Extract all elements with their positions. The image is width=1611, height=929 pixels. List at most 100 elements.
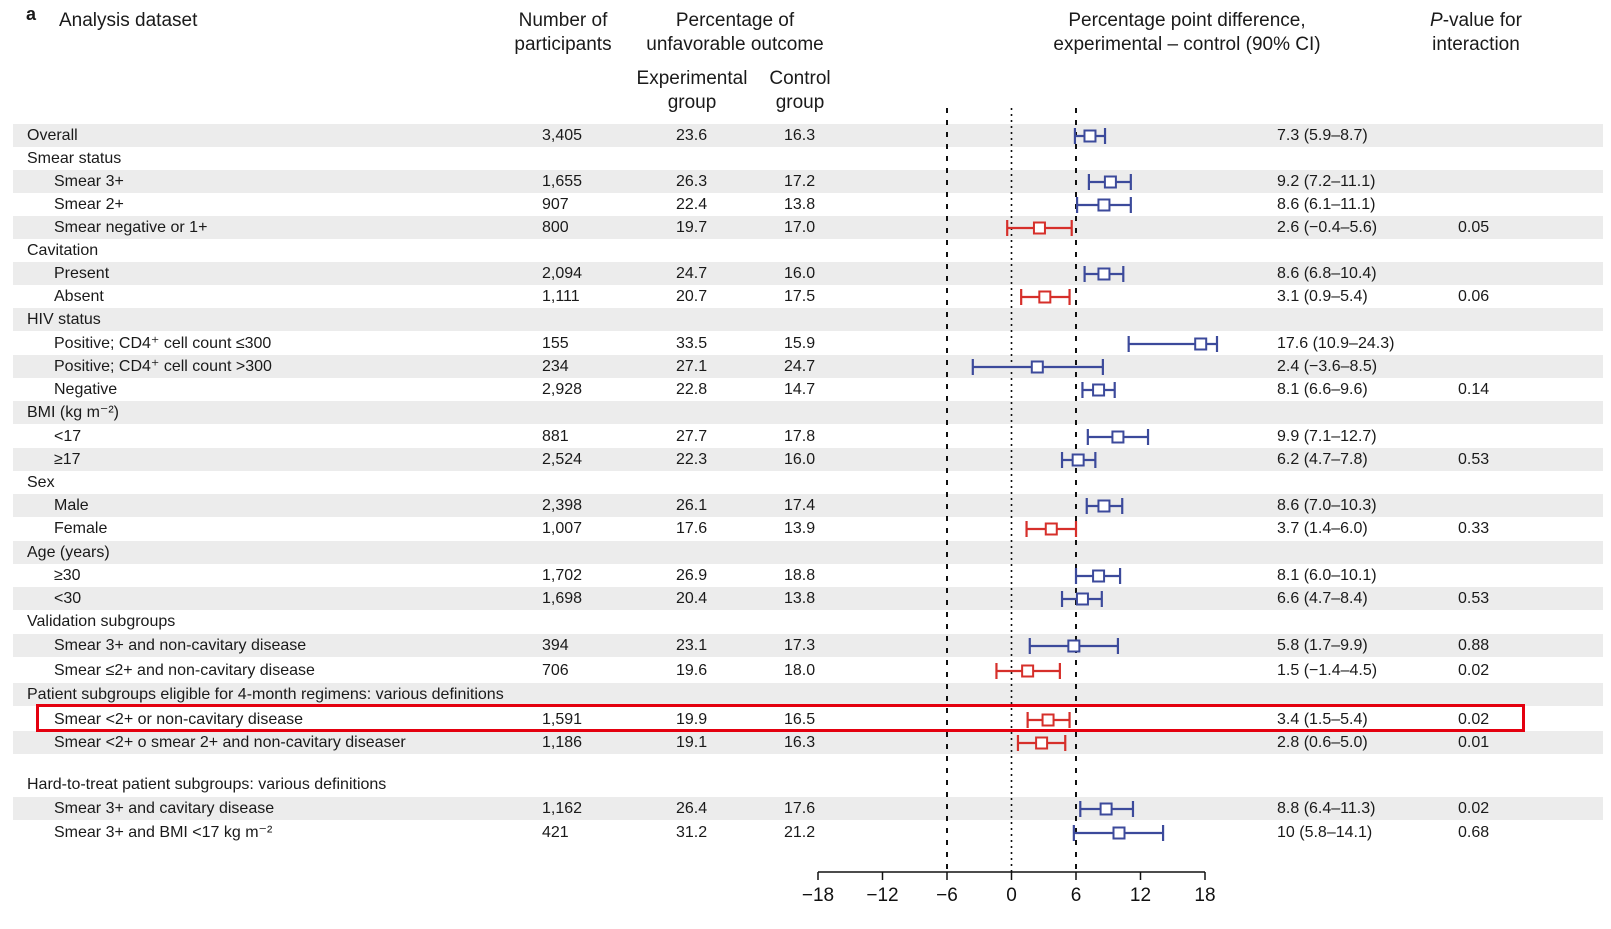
row-n: 1,186 [542, 734, 583, 751]
section-row: HIV status [13, 308, 1603, 331]
row-ci: 3.1 (0.9–5.4) [1277, 288, 1368, 305]
section-row: Age (years) [13, 541, 1603, 564]
point-estimate [1038, 290, 1052, 304]
row-label: Smear ≤2+ and non-cavitary disease [54, 662, 315, 679]
header-difference-line1: Percentage point difference, [1068, 10, 1306, 31]
row-ci: 9.2 (7.2–11.1) [1277, 173, 1376, 190]
row-ci: 8.6 (6.8–10.4) [1277, 265, 1377, 282]
table-row: Smear <2+ o smear 2+ and non-cavitary di… [13, 731, 1603, 754]
header-pvalue-text: -value for [1442, 10, 1522, 31]
table-row: ≥30 1,702 26.9 18.8 8.1 (6.0–10.1) [13, 564, 1603, 587]
row-label: Smear 3+ and BMI <17 kg m⁻² [54, 824, 273, 841]
point-estimate [1097, 267, 1111, 281]
row-n: 2,094 [542, 265, 583, 282]
row-label: Absent [54, 288, 104, 305]
row-ci: 17.6 (10.9–24.3) [1277, 335, 1395, 352]
row-n: 3,405 [542, 127, 583, 144]
point-estimate [1092, 383, 1106, 397]
row-exp: 26.9 [676, 567, 708, 584]
row-exp: 19.1 [676, 734, 708, 751]
row-label: ≥30 [54, 567, 81, 584]
row-p: 0.02 [1458, 711, 1490, 728]
section-row: Overall 3,405 23.6 16.3 7.3 (5.9–8.7) [13, 124, 1603, 147]
row-p: 0.88 [1458, 637, 1490, 654]
row-label: Negative [54, 381, 118, 398]
row-exp: 20.7 [676, 288, 708, 305]
row-ci: 9.9 (7.1–12.7) [1277, 428, 1377, 445]
row-ci: 8.8 (6.4–11.3) [1277, 800, 1376, 817]
row-exp: 22.3 [676, 451, 708, 468]
row-ci: 8.1 (6.6–9.6) [1277, 381, 1368, 398]
row-n: 907 [542, 196, 569, 213]
point-estimate [1097, 198, 1111, 212]
row-exp: 22.8 [676, 381, 708, 398]
row-n: 234 [542, 358, 569, 375]
row-ctl: 17.5 [784, 288, 816, 305]
header-control: Control group [760, 67, 840, 115]
point-estimate [1067, 639, 1081, 653]
row-ci: 8.6 (6.1–11.1) [1277, 196, 1376, 213]
x-tick-label: −18 [802, 885, 834, 906]
row-p: 0.68 [1458, 824, 1490, 841]
row-exp: 26.1 [676, 497, 708, 514]
section-row: Hard-to-treat patient subgroups: various… [13, 773, 1603, 796]
table-row: Smear 3+ 1,655 26.3 17.2 9.2 (7.2–11.1) [13, 170, 1603, 193]
header-control-line2: group [775, 92, 825, 113]
row-ctl: 16.0 [784, 265, 816, 282]
point-estimate [1083, 129, 1097, 143]
row-exp: 27.1 [676, 358, 708, 375]
row-label: Positive; CD4⁺ cell count >300 [54, 358, 272, 375]
table-row: Absent 1,111 20.7 17.5 3.1 (0.9–5.4) 0.06 [13, 285, 1603, 308]
panel-label: a [26, 4, 37, 24]
header-pvalue: P-value for interaction [1410, 9, 1542, 57]
header-dataset: Analysis dataset [59, 10, 198, 31]
header-pvalue-line2: interaction [1432, 34, 1520, 55]
row-ci: 2.8 (0.6–5.0) [1277, 734, 1368, 751]
section-row: Sex [13, 471, 1603, 494]
row-p: 0.01 [1458, 734, 1490, 751]
row-n: 1,698 [542, 590, 583, 607]
row-label: Smear negative or 1+ [54, 219, 208, 236]
row-ci: 8.6 (7.0–10.3) [1277, 497, 1377, 514]
point-estimate [1112, 826, 1126, 840]
point-estimate [1099, 802, 1113, 816]
section-row: Cavitation [13, 239, 1603, 262]
row-ci: 3.4 (1.5–5.4) [1277, 711, 1368, 728]
row-label: Smear 3+ [54, 173, 124, 190]
row-ctl: 18.8 [784, 567, 816, 584]
row-n: 1,007 [542, 520, 583, 537]
row-label: Sex [27, 474, 55, 491]
table-row: ≥17 2,524 22.3 16.0 6.2 (4.7–7.8) 0.53 [13, 448, 1603, 471]
row-ci: 7.3 (5.9–8.7) [1277, 127, 1368, 144]
table-row: Male 2,398 26.1 17.4 8.6 (7.0–10.3) [13, 494, 1603, 517]
point-estimate [1075, 592, 1089, 606]
section-row: BMI (kg m⁻²) [13, 401, 1603, 424]
point-estimate [1071, 453, 1085, 467]
row-ci: 1.5 (−1.4–4.5) [1277, 662, 1378, 679]
row-ctl: 15.9 [784, 335, 816, 352]
row-exp: 33.5 [676, 335, 708, 352]
row-p: 0.02 [1458, 662, 1490, 679]
header-participants: Number of participants [503, 9, 623, 57]
row-ctl: 13.8 [784, 196, 816, 213]
row-ctl: 18.0 [784, 662, 816, 679]
header-control-line1: Control [769, 68, 831, 89]
row-label: Positive; CD4⁺ cell count ≤300 [54, 335, 272, 352]
row-p: 0.53 [1458, 590, 1490, 607]
row-p: 0.33 [1458, 520, 1490, 537]
row-ci: 6.6 (4.7–8.4) [1277, 590, 1368, 607]
header-experimental: Experimental group [630, 67, 754, 115]
header-experimental-line1: Experimental [636, 68, 748, 89]
table-row: Smear ≤2+ and non-cavitary disease 706 19.… [13, 659, 1603, 682]
row-n: 155 [542, 335, 569, 352]
row-label: ≥17 [54, 451, 81, 468]
point-estimate [1032, 221, 1046, 235]
row-ctl: 16.3 [784, 734, 816, 751]
row-exp: 31.2 [676, 824, 708, 841]
row-exp: 17.6 [676, 520, 708, 537]
row-label: Cavitation [27, 242, 99, 259]
header-difference-line2: experimental – control (90% CI) [1053, 34, 1321, 55]
x-tick-label: 0 [1006, 885, 1017, 906]
table-row: Smear 3+ and non-cavitary disease 394 23.1… [13, 634, 1603, 657]
